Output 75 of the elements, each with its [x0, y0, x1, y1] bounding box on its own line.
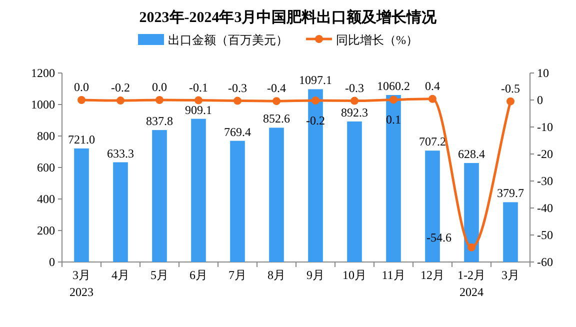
data-label: -0.4 [267, 81, 286, 96]
y2-tick-label: -40 [537, 201, 553, 215]
bar [386, 95, 401, 262]
legend-label: 出口金额（百万美元） [168, 33, 288, 47]
y2-tick-label: -10 [537, 120, 553, 134]
y2-tick-label: 10 [537, 66, 549, 80]
data-label: -0.5 [501, 81, 520, 96]
data-label: 0.4 [425, 78, 440, 93]
x-tick-label: 11月 [382, 268, 406, 282]
y2-tick-label: -60 [537, 255, 553, 269]
chart-title: 2023年-2024年3月中国肥料出口额及增长情况 [139, 8, 438, 26]
point [156, 96, 164, 104]
point [312, 96, 320, 105]
legend-label: 同比增长（%） [336, 33, 418, 47]
data-label: 769.4 [224, 124, 251, 139]
data-label: 0.0 [74, 80, 89, 94]
x-tick-label: 12月 [420, 268, 444, 282]
x-tick-label: 6月 [190, 268, 208, 282]
data-label: 0.0 [152, 80, 167, 94]
x-tick-label: 3月 2023 [70, 268, 94, 299]
bar [152, 130, 167, 262]
data-label: 1097.1 [299, 73, 332, 88]
bar [269, 128, 284, 262]
bar [308, 89, 323, 262]
x-tick-label: 5月 [150, 268, 168, 282]
y2-tick-label: -20 [537, 147, 553, 161]
data-label: 892.3 [341, 105, 368, 120]
data-label: 0.1 [386, 112, 401, 127]
data-label: 628.4 [458, 147, 485, 162]
point [78, 96, 86, 104]
x-tick-label: 1-2月 2024 [458, 268, 486, 299]
y-tick-label: 600 [37, 160, 55, 174]
data-label: 633.3 [107, 146, 134, 160]
data-label: 707.2 [419, 134, 446, 149]
point [428, 94, 436, 103]
y-tick-label: 1200 [31, 66, 55, 80]
bar [503, 202, 518, 262]
data-label: 1060.2 [377, 79, 410, 94]
data-label: 852.6 [263, 112, 290, 126]
point [468, 243, 476, 252]
x-tick-label: 7月 [228, 268, 246, 282]
bar [191, 118, 206, 262]
x-tick-label: 10月 [342, 268, 366, 282]
data-label: 909.1 [185, 102, 212, 117]
bar [230, 140, 245, 262]
point [194, 96, 202, 104]
y2-tick-label: -30 [537, 174, 553, 188]
y-tick-label: 0 [49, 255, 55, 269]
point [272, 97, 280, 106]
x-tick-label: 9月 [306, 268, 324, 282]
data-label: 837.8 [146, 114, 173, 128]
y2-tick-label: -50 [537, 228, 553, 242]
x-tick-label: 4月 [112, 268, 130, 282]
x-tick-label: 8月 [268, 268, 286, 282]
bar [464, 163, 479, 262]
data-label: -0.3 [345, 80, 364, 95]
point [390, 96, 398, 104]
y-tick-label: 400 [37, 192, 55, 206]
y-tick-label: 800 [37, 129, 55, 143]
point [506, 97, 514, 106]
point [350, 96, 358, 105]
data-label: 379.7 [497, 186, 524, 200]
bar [113, 162, 128, 262]
y2-tick-label: 0 [537, 93, 543, 107]
data-label: 721.0 [68, 132, 95, 146]
bar [347, 121, 362, 262]
data-label: -0.2 [111, 80, 130, 95]
data-label: -0.1 [189, 80, 208, 94]
y-tick-label: 1000 [31, 98, 55, 112]
x-tick-label: 3月 [502, 268, 520, 282]
point [234, 96, 242, 105]
y-tick-label: 200 [37, 224, 55, 238]
bar [74, 148, 89, 262]
data-label: -0.3 [228, 80, 247, 95]
point [116, 96, 124, 105]
